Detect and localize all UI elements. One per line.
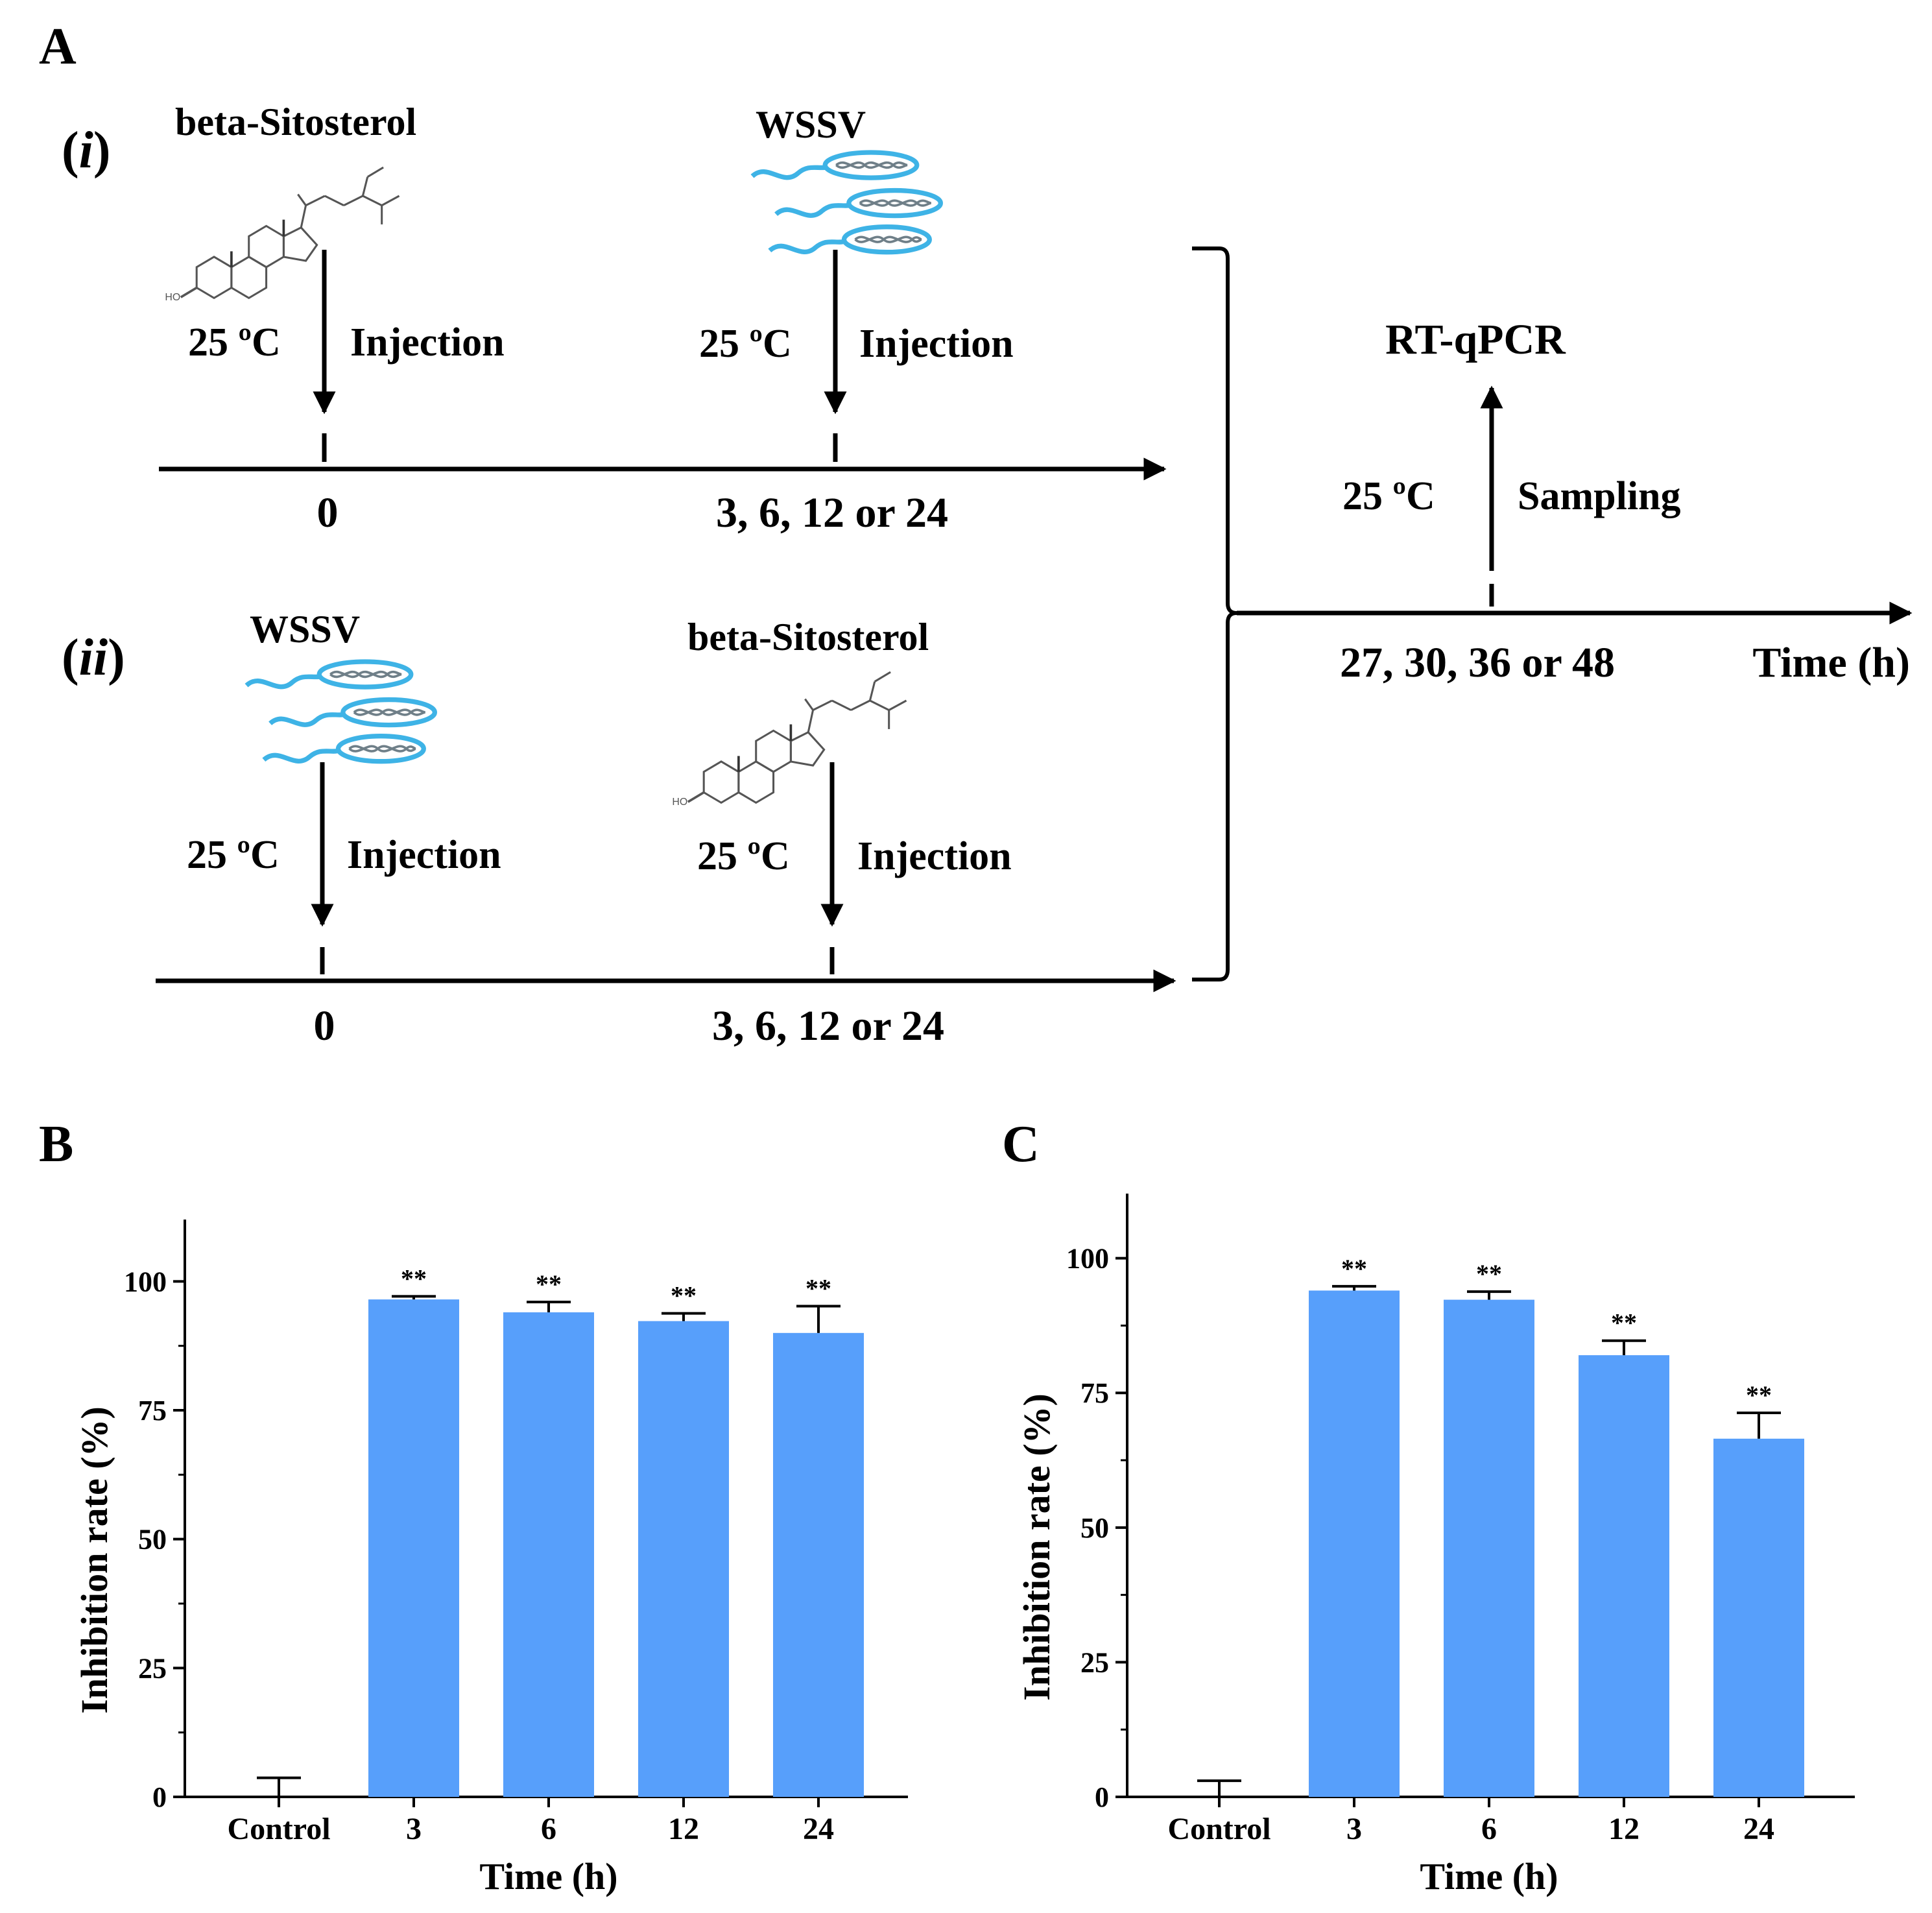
- row-ii-label: (ii): [62, 629, 125, 686]
- beta-sitosterol-structure-icon: [671, 671, 908, 809]
- row-ii-temp-second: 25 ºC: [697, 834, 790, 878]
- y-axis-title: Inhibition rate (%): [73, 1406, 115, 1714]
- chart-c: C 0 25 50 75 100 Control ** 3 ** 6 ** 12 ** 24 Time (h…: [1002, 1116, 1855, 1897]
- panel-c-label: C: [1002, 1116, 1040, 1173]
- row-i-temp-first: 25 ºC: [188, 320, 281, 365]
- significance-marker: **: [1746, 1380, 1772, 1410]
- y-tick-label: 50: [1080, 1512, 1109, 1544]
- merge-bracket: [1192, 247, 1237, 981]
- final-axis-label: Time (h): [1752, 639, 1910, 686]
- x-tick-label: 6: [541, 1812, 556, 1846]
- row-i-time-first: 0: [317, 489, 339, 536]
- row-i-action-second: Injection: [859, 322, 1014, 366]
- x-tick-label: 12: [668, 1812, 699, 1846]
- protocol-row-i: (i) beta-Sitosterol WSSV 25 ºC Injection…: [62, 101, 1167, 536]
- significance-marker: **: [401, 1264, 427, 1293]
- y-tick-label: 25: [1080, 1646, 1109, 1678]
- assay-label: RT-qPCR: [1385, 316, 1566, 363]
- x-tick-label: 24: [803, 1812, 834, 1846]
- y-tick-label: 0: [152, 1781, 167, 1813]
- x-tick-label: Control: [227, 1812, 330, 1846]
- row-i-virus-label: WSSV: [756, 103, 866, 146]
- bar: [503, 1312, 594, 1797]
- beta-sitosterol-structure-icon: [163, 166, 401, 304]
- final-action: Sampling: [1518, 474, 1681, 518]
- row-i-compound-label: beta-Sitosterol: [175, 101, 416, 143]
- row-ii-action-second: Injection: [857, 834, 1012, 878]
- row-i-action-first: Injection: [350, 320, 505, 365]
- row-ii-virus-label: WSSV: [250, 608, 360, 651]
- y-tick-label: 75: [1080, 1377, 1109, 1409]
- chart-b: B 0 25 50 75 100 Control ** 3 ** 6 ** 12 ** 24 Time (h…: [39, 1116, 908, 1897]
- final-temp: 25 ºC: [1342, 474, 1435, 518]
- significance-marker: **: [536, 1269, 562, 1299]
- x-tick-label: Control: [1167, 1812, 1270, 1846]
- panel-a: A (i) beta-Sitosterol WSSV 25 ºC Injecti…: [39, 18, 1913, 1050]
- x-axis-title: Time (h): [1420, 1855, 1558, 1897]
- row-ii-compound-label: beta-Sitosterol: [687, 616, 929, 658]
- row-i-temp-second: 25 ºC: [699, 322, 792, 366]
- bar: [1309, 1290, 1400, 1797]
- bar: [368, 1299, 459, 1797]
- final-time: 27, 30, 36 or 48: [1340, 639, 1615, 686]
- y-tick-label: 25: [138, 1652, 167, 1684]
- y-tick-label: 100: [124, 1266, 167, 1297]
- x-tick-label: 3: [1346, 1812, 1362, 1846]
- y-tick-label: 50: [138, 1524, 167, 1556]
- row-ii-time-first: 0: [314, 1002, 335, 1050]
- significance-marker: **: [1341, 1254, 1367, 1283]
- x-tick-label: 3: [406, 1812, 422, 1846]
- bar: [638, 1321, 729, 1797]
- y-axis-title: Inhibition rate (%): [1016, 1393, 1058, 1701]
- significance-marker: **: [1476, 1259, 1502, 1288]
- bar: [1579, 1355, 1669, 1797]
- y-tick-label: 100: [1066, 1243, 1109, 1275]
- row-ii-action-first: Injection: [347, 833, 501, 877]
- panel-b-label: B: [39, 1116, 73, 1173]
- panel-a-label: A: [39, 18, 77, 75]
- y-tick-label: 75: [138, 1395, 167, 1426]
- wssv-virus-icon: [246, 662, 435, 762]
- y-tick-label: 0: [1095, 1781, 1109, 1813]
- bar: [1713, 1438, 1804, 1797]
- row-i-label: (i): [62, 122, 111, 179]
- x-axis-title: Time (h): [479, 1855, 617, 1897]
- bar: [773, 1332, 864, 1797]
- row-ii-temp-first: 25 ºC: [187, 833, 280, 877]
- row-i-time-second: 3, 6, 12 or 24: [716, 489, 948, 536]
- significance-marker: **: [1611, 1308, 1637, 1338]
- x-tick-label: 12: [1608, 1812, 1640, 1846]
- x-tick-label: 24: [1743, 1812, 1774, 1846]
- row-ii-time-second: 3, 6, 12 or 24: [712, 1002, 944, 1050]
- wssv-virus-icon: [752, 152, 940, 252]
- protocol-row-ii: (ii) WSSV beta-Sitosterol 25 ºC Injectio…: [62, 608, 1176, 1050]
- bar: [1444, 1299, 1534, 1797]
- x-tick-label: 6: [1481, 1812, 1497, 1846]
- significance-marker: **: [805, 1274, 831, 1303]
- significance-marker: **: [671, 1281, 697, 1310]
